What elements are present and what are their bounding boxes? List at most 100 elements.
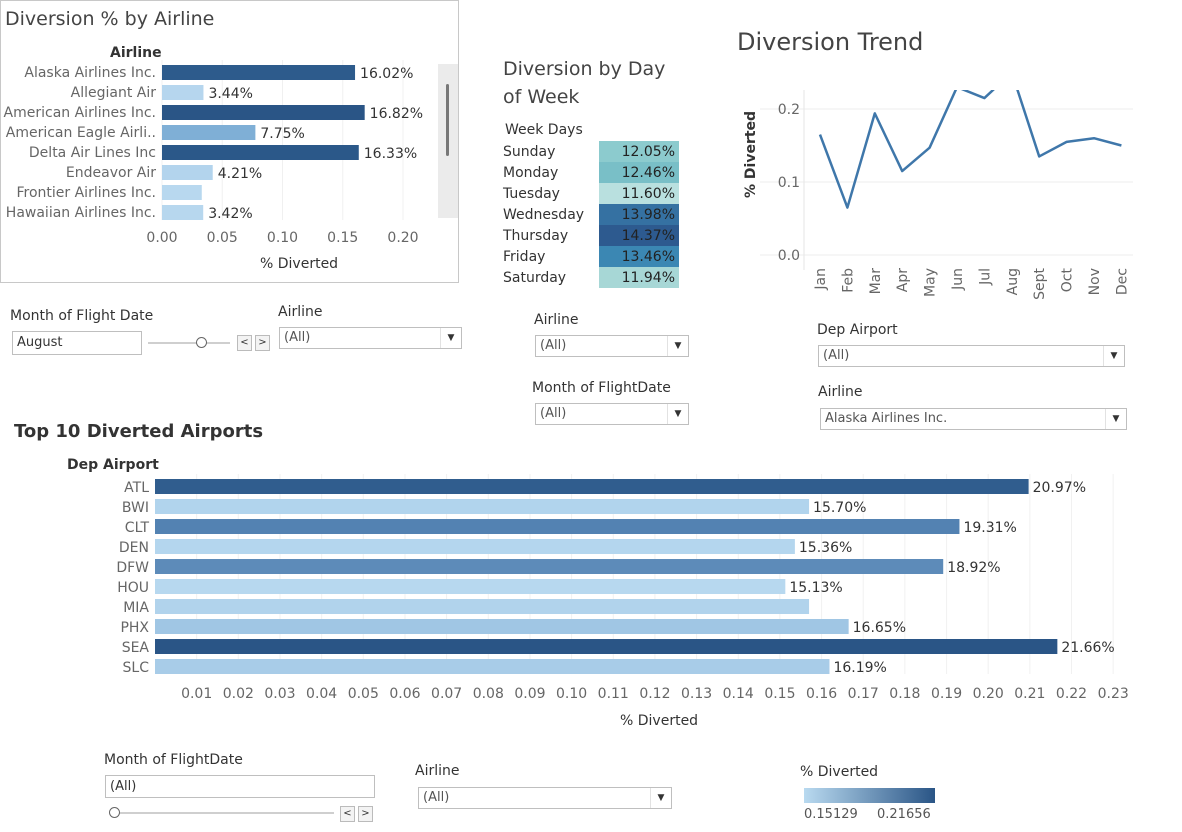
bottom-month-label: Month of FlightDate bbox=[104, 752, 243, 768]
airports-tick-label: 0.05 bbox=[348, 686, 379, 702]
dow-row[interactable]: Sunday 12.05% bbox=[499, 141, 679, 162]
airports-tick-label: 0.12 bbox=[639, 686, 670, 702]
dow-row[interactable]: Wednesday 13.98% bbox=[499, 204, 679, 225]
airline-filter-dropdown[interactable]: (All) ▼ bbox=[279, 327, 462, 349]
month-slider-handle[interactable] bbox=[196, 337, 207, 348]
bottom-month-input[interactable]: (All) bbox=[105, 775, 375, 798]
bottom-airline-dropdown[interactable]: (All) ▼ bbox=[418, 787, 672, 809]
month-input[interactable]: August bbox=[12, 331, 142, 355]
dow-row[interactable]: Friday 13.46% bbox=[499, 246, 679, 267]
airline-scrollbar[interactable] bbox=[438, 64, 458, 218]
airport-code-label: HOU bbox=[117, 580, 149, 596]
airports-tick-label: 0.22 bbox=[1056, 686, 1087, 702]
airline-scrollbar-thumb[interactable] bbox=[446, 84, 449, 156]
dow-row[interactable]: Monday 12.46% bbox=[499, 162, 679, 183]
airline-bar[interactable] bbox=[162, 165, 213, 180]
airport-bar[interactable] bbox=[155, 619, 849, 634]
chevron-down-icon[interactable]: ▼ bbox=[667, 404, 688, 424]
airline-value-label: 7.75% bbox=[260, 126, 304, 142]
bottom-month-slider-handle[interactable] bbox=[109, 807, 120, 818]
airline-bar[interactable] bbox=[162, 125, 256, 140]
dow-row[interactable]: Thursday 14.37% bbox=[499, 225, 679, 246]
trend-month-label: Feb bbox=[840, 268, 856, 293]
airport-bar[interactable] bbox=[155, 479, 1029, 494]
dow-value-cell: 13.46% bbox=[599, 246, 679, 267]
trend-month-label: Aug bbox=[1005, 268, 1021, 295]
airport-bar[interactable] bbox=[155, 519, 960, 534]
airport-value-label: 15.36% bbox=[799, 540, 852, 556]
airport-value-label: 20.97% bbox=[1033, 480, 1086, 496]
airport-bar[interactable] bbox=[155, 499, 810, 514]
month-filter-label: Month of Flight Date bbox=[10, 308, 154, 324]
dow-value-cell: 13.98% bbox=[599, 204, 679, 225]
airport-code-label: SEA bbox=[122, 640, 150, 656]
airline-bar[interactable] bbox=[162, 105, 365, 120]
chevron-down-icon[interactable]: ▼ bbox=[650, 788, 671, 808]
airport-bar[interactable] bbox=[155, 539, 795, 554]
middle-month-value: (All) bbox=[540, 406, 567, 421]
airports-tick-label: 0.08 bbox=[473, 686, 504, 702]
airports-tick-label: 0.01 bbox=[181, 686, 212, 702]
dow-value-cell: 12.46% bbox=[599, 162, 679, 183]
middle-airline-dropdown[interactable]: (All) ▼ bbox=[535, 335, 689, 357]
middle-month-dropdown[interactable]: (All) ▼ bbox=[535, 403, 689, 425]
bottom-month-prev-button[interactable]: < bbox=[340, 806, 355, 822]
bottom-month-next-button[interactable]: > bbox=[358, 806, 373, 822]
dow-value-cell: 14.37% bbox=[599, 225, 679, 246]
airport-bar[interactable] bbox=[155, 639, 1058, 654]
airport-value-label: 18.92% bbox=[947, 560, 1000, 576]
airport-code-label: MIA bbox=[123, 600, 149, 616]
chevron-down-icon[interactable]: ▼ bbox=[1105, 409, 1126, 429]
trend-month-label: May bbox=[923, 268, 939, 297]
airports-tick-label: 0.07 bbox=[431, 686, 462, 702]
airline-tick-label: 0.10 bbox=[267, 230, 298, 246]
dow-day-label: Thursday bbox=[503, 227, 569, 244]
airports-tick-label: 0.10 bbox=[556, 686, 587, 702]
month-slider-track[interactable] bbox=[148, 342, 230, 344]
airline-value-label: 3.44% bbox=[208, 86, 252, 102]
middle-airline-value: (All) bbox=[540, 338, 567, 353]
dow-row[interactable]: Saturday 11.94% bbox=[499, 267, 679, 288]
airport-code-label: SLC bbox=[123, 660, 150, 676]
trend-title: Diversion Trend bbox=[737, 28, 924, 56]
dep-airport-dropdown[interactable]: (All) ▼ bbox=[818, 345, 1125, 367]
airline-tick-label: 0.15 bbox=[327, 230, 358, 246]
chevron-down-icon[interactable]: ▼ bbox=[440, 328, 461, 348]
chevron-down-icon[interactable]: ▼ bbox=[1103, 346, 1124, 366]
dow-day-label: Sunday bbox=[503, 143, 556, 160]
airline-bar[interactable] bbox=[162, 85, 204, 100]
airports-tick-label: 0.16 bbox=[806, 686, 837, 702]
airline-name-label: Endeavor Air bbox=[66, 165, 156, 181]
middle-airline-label: Airline bbox=[534, 312, 579, 328]
right-airline-dropdown[interactable]: Alaska Airlines Inc. ▼ bbox=[820, 408, 1127, 430]
chevron-down-icon[interactable]: ▼ bbox=[667, 336, 688, 356]
dow-title-line2: of Week bbox=[503, 86, 580, 108]
color-legend-ramp bbox=[804, 788, 935, 803]
dow-row[interactable]: Tuesday 11.60% bbox=[499, 183, 679, 204]
airport-bar[interactable] bbox=[155, 579, 786, 594]
airport-value-label: 15.13% bbox=[789, 580, 842, 596]
dow-title-line1: Diversion by Day bbox=[503, 58, 666, 80]
airline-value-label: 16.82% bbox=[370, 106, 423, 122]
airline-chart-panel bbox=[0, 0, 459, 283]
airline-name-label: American Eagle Airli.. bbox=[6, 125, 156, 141]
airline-bar[interactable] bbox=[162, 185, 202, 200]
airline-bar[interactable] bbox=[162, 145, 359, 160]
airport-bar[interactable] bbox=[155, 559, 944, 574]
airline-bar[interactable] bbox=[162, 205, 204, 220]
airline-bar[interactable] bbox=[162, 65, 356, 80]
airports-header: Dep Airport bbox=[67, 457, 159, 473]
airports-tick-label: 0.09 bbox=[514, 686, 545, 702]
month-prev-button[interactable]: < bbox=[237, 335, 252, 351]
airports-xlabel: % Diverted bbox=[620, 713, 699, 729]
bottom-airline-label: Airline bbox=[415, 763, 460, 779]
trend-ytick-label: 0.0 bbox=[778, 248, 800, 264]
dow-value-cell: 12.05% bbox=[599, 141, 679, 162]
airport-bar[interactable] bbox=[155, 659, 830, 674]
bottom-month-slider-track[interactable] bbox=[112, 812, 334, 814]
airports-tick-label: 0.18 bbox=[889, 686, 920, 702]
middle-month-label: Month of FlightDate bbox=[532, 380, 671, 396]
month-next-button[interactable]: > bbox=[255, 335, 270, 351]
airport-bar[interactable] bbox=[155, 599, 810, 614]
airport-code-label: DFW bbox=[116, 560, 149, 576]
